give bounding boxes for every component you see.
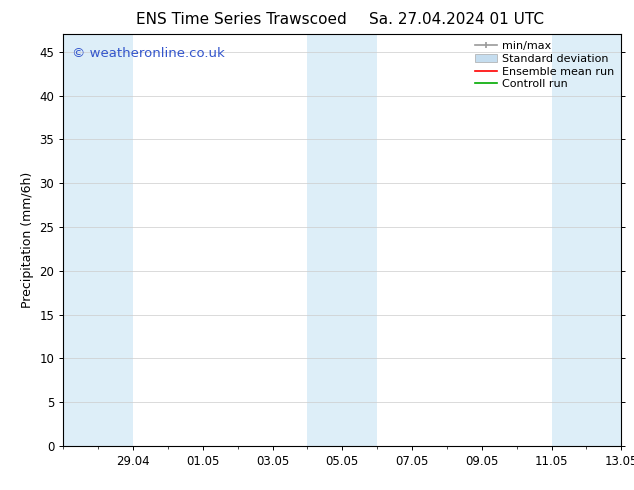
Bar — [307, 34, 377, 446]
Text: © weatheronline.co.uk: © weatheronline.co.uk — [72, 47, 224, 60]
Y-axis label: Precipitation (mm/6h): Precipitation (mm/6h) — [21, 172, 34, 308]
Bar — [552, 34, 621, 446]
Legend: min/max, Standard deviation, Ensemble mean run, Controll run: min/max, Standard deviation, Ensemble me… — [470, 37, 619, 94]
Text: Sa. 27.04.2024 01 UTC: Sa. 27.04.2024 01 UTC — [369, 12, 544, 27]
Bar — [63, 34, 133, 446]
Text: ENS Time Series Trawscoed: ENS Time Series Trawscoed — [136, 12, 346, 27]
